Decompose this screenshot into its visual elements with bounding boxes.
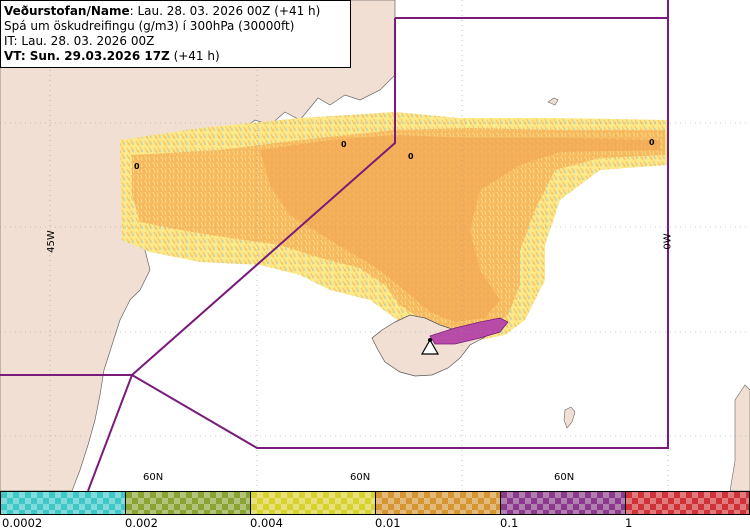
title-line: Veðurstofan/Name: Lau. 28. 03. 2026 00Z …: [4, 4, 350, 19]
initial-time: IT: Lau. 28. 03. 2026 00Z: [4, 34, 155, 48]
issuer-label: Veðurstofan/Name: [4, 4, 130, 18]
legend-swatch-red: [625, 491, 750, 515]
legend-swatch-yellow: [250, 491, 376, 515]
volcano-warning-icon: [420, 338, 440, 355]
legend-tick: 0.004: [250, 516, 283, 530]
legend-swatch-purple: [500, 491, 626, 515]
lon-label-45w: 45W: [45, 230, 57, 253]
ash-plume-core: [260, 135, 660, 322]
legend-tick: 0.0002: [2, 516, 43, 530]
lat-label-60n: 60N: [350, 472, 371, 483]
legend-tick: 0.1: [500, 516, 519, 530]
contour-label: 0: [649, 138, 655, 147]
legend-swatch-cyan: [0, 491, 126, 515]
lat-label-60n: 60N: [143, 472, 164, 483]
fir-boundary: [0, 0, 669, 491]
issue-time: : Lau. 28. 03. 2026 00Z (+41 h): [129, 4, 321, 18]
ash-plume-high: [429, 317, 509, 345]
legend-swatch-orange: [375, 491, 501, 515]
legend-tick: 0.002: [125, 516, 158, 530]
valid-time: VT: Sun. 29.03.2026 17Z: [4, 49, 170, 63]
valid-time-line: VT: Sun. 29.03.2026 17Z (+41 h): [4, 49, 350, 64]
valid-time-offset: (+41 h): [169, 49, 220, 63]
island: [547, 97, 559, 106]
faroe-islands: [563, 406, 576, 429]
legend-swatch-olive: [125, 491, 251, 515]
contour-label: 0: [134, 162, 140, 171]
forecast-info-box: Veðurstofan/Name: Lau. 28. 03. 2026 00Z …: [0, 0, 351, 68]
norway-coast: [729, 384, 750, 491]
concentration-legend: 0.0002 0.002 0.004 0.01 0.1 1: [0, 491, 750, 532]
lon-label-0w: 0W: [662, 233, 674, 250]
contour-label: 0: [408, 152, 414, 161]
legend-tick: 0.01: [375, 516, 401, 530]
legend-tick: 1: [625, 516, 633, 530]
product-description: Spá um öskudreifingu (g/m3) í 300hPa (30…: [4, 19, 295, 33]
contour-label: 0: [341, 140, 347, 149]
ash-dispersion-map: [0, 0, 750, 491]
lat-label-60n: 60N: [554, 472, 575, 483]
